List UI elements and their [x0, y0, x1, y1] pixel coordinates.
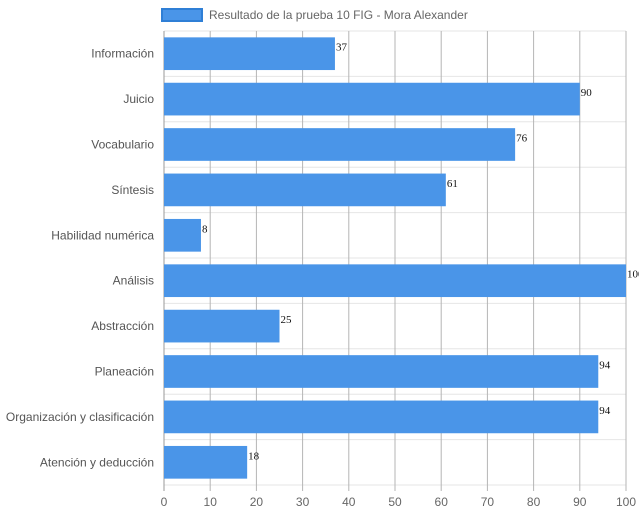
bar[interactable] — [164, 37, 335, 71]
bar[interactable] — [164, 218, 201, 252]
x-tick-label: 100 — [616, 495, 636, 509]
bar[interactable] — [164, 355, 599, 388]
category-label: Atención y deducción — [40, 455, 154, 469]
x-tick-label: 0 — [161, 495, 168, 509]
category-label: Vocabulario — [91, 138, 154, 152]
legend[interactable]: Resultado de la prueba 10 FIG - Mora Ale… — [161, 8, 468, 22]
category-label: Análisis — [113, 274, 154, 288]
data-label: 18 — [248, 450, 260, 462]
x-tick-label: 40 — [342, 495, 356, 509]
category-label: Información — [91, 47, 154, 61]
category-label: Habilidad numérica — [51, 228, 154, 242]
category-label: Planeación — [95, 365, 154, 379]
x-tick-label: 50 — [388, 495, 402, 509]
data-labels: 37 90 76 61 8 100 25 94 94 18 — [202, 42, 639, 463]
bar[interactable] — [164, 445, 248, 479]
x-tick-label: 90 — [573, 495, 587, 509]
data-label: 94 — [599, 360, 611, 372]
data-label: 100 — [627, 269, 639, 281]
bar[interactable] — [164, 128, 516, 161]
data-label: 90 — [581, 87, 593, 99]
data-label: 61 — [447, 178, 458, 190]
category-label: Juicio — [123, 92, 154, 106]
data-label: 94 — [599, 405, 611, 417]
x-tick-label: 70 — [481, 495, 495, 509]
bar[interactable] — [164, 173, 446, 207]
bar[interactable] — [164, 264, 626, 298]
x-tick-label: 80 — [527, 495, 541, 509]
legend-swatch — [161, 8, 203, 22]
x-tick-label: 60 — [435, 495, 449, 509]
category-label: Organización y clasificación — [6, 410, 154, 424]
bar[interactable] — [164, 400, 599, 434]
x-tick-label: 10 — [204, 495, 218, 509]
data-label: 25 — [281, 314, 293, 326]
bar[interactable] — [164, 309, 280, 343]
data-label: 37 — [336, 42, 348, 54]
x-tick-label: 20 — [250, 495, 264, 509]
bar[interactable] — [164, 82, 580, 116]
data-label: 76 — [516, 133, 528, 145]
bars — [164, 37, 626, 479]
category-labels: Información Juicio Vocabulario Síntesis Habi… — [6, 47, 154, 470]
category-label: Abstracción — [91, 319, 154, 333]
x-tick-labels: 0 10 20 30 40 50 60 70 80 90 100 — [161, 495, 637, 509]
category-label: Síntesis — [111, 183, 154, 197]
legend-label: Resultado de la prueba 10 FIG - Mora Ale… — [209, 8, 468, 22]
x-tick-label: 30 — [296, 495, 310, 509]
data-label: 8 — [202, 223, 208, 235]
